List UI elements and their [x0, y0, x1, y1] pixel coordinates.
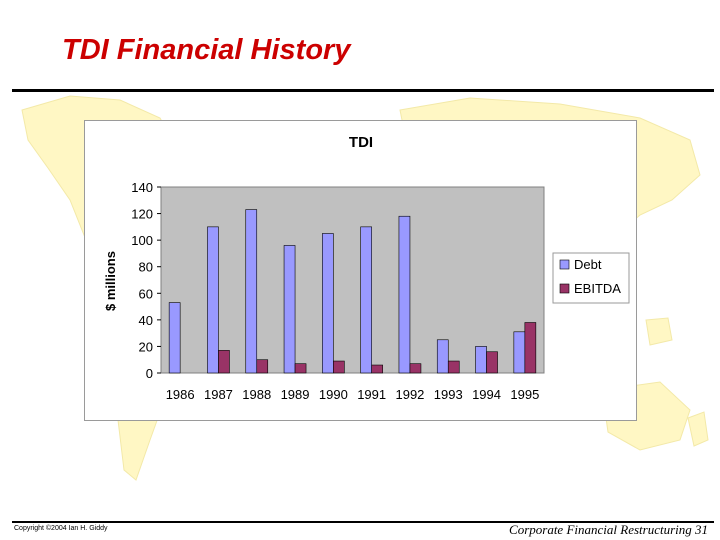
bar-debt-1994	[475, 346, 487, 374]
bar-debt-1991	[360, 226, 372, 374]
y-tick-label: 0	[146, 366, 153, 381]
chart-title: TDI	[349, 134, 373, 151]
x-tick-label: 1992	[395, 387, 424, 402]
legend-label-ebitda: EBITDA	[574, 281, 621, 296]
x-tick-label: 1991	[357, 387, 386, 402]
x-tick-label: 1987	[204, 387, 233, 402]
x-tick-label: 1990	[319, 387, 348, 402]
title-rule	[12, 89, 714, 92]
x-axis-ticks: 1986 1987 1988 1989 1990 1991 1992 1993 1994 1995	[166, 387, 540, 402]
bar-debt-1992	[398, 215, 411, 374]
legend-swatch-ebitda	[559, 283, 570, 294]
bar-ebitda-1988	[256, 359, 269, 374]
x-tick-label: 1988	[242, 387, 271, 402]
plot-area	[160, 186, 545, 374]
bars	[168, 209, 537, 374]
legend: Debt EBITDA	[559, 257, 621, 296]
bar-debt-1986	[168, 302, 181, 374]
bar-debt-1989	[283, 245, 296, 374]
map-islands	[645, 317, 709, 447]
bar-debt-1995	[513, 331, 526, 374]
bar-ebitda-1990	[333, 360, 345, 374]
y-tick-label: 140	[131, 180, 153, 195]
y-axis-label: $ millions	[103, 251, 118, 311]
y-axis-ticks: 0 20 40 60 80 100 120 140	[131, 180, 161, 381]
footer-copyright: Copyright ©2004 Ian H. Giddy	[14, 525, 108, 532]
x-tick-label: 1995	[510, 387, 539, 402]
y-tick-label: 40	[139, 313, 153, 328]
x-tick-label: 1993	[434, 387, 463, 402]
y-tick-label: 80	[139, 260, 153, 275]
bar-debt-1993	[436, 339, 449, 374]
bar-ebitda-1995	[524, 322, 537, 374]
y-tick-label: 120	[131, 207, 153, 222]
slide-title: TDI Financial History	[62, 34, 351, 66]
footer-rule	[12, 521, 714, 523]
bar-ebitda-1991	[371, 364, 383, 374]
y-tick-label: 100	[131, 233, 153, 248]
legend-label-debt: Debt	[574, 257, 602, 272]
bar-debt-1987	[207, 226, 219, 374]
footer-course-label: Corporate Financial Restructuring 31	[509, 522, 708, 537]
bar-ebitda-1992	[409, 363, 422, 374]
bar-debt-1988	[245, 209, 258, 374]
bar-ebitda-1993	[447, 360, 460, 374]
x-tick-label: 1989	[281, 387, 310, 402]
x-tick-label: 1986	[166, 387, 195, 402]
y-tick-label: 20	[139, 339, 153, 354]
y-tick-label: 60	[139, 286, 153, 301]
bar-ebitda-1989	[294, 363, 307, 374]
bar-ebitda-1987	[218, 350, 230, 374]
bar-debt-1990	[322, 233, 334, 374]
x-tick-label: 1994	[472, 387, 501, 402]
bar-ebitda-1994	[486, 351, 498, 374]
legend-swatch-debt	[559, 259, 570, 270]
